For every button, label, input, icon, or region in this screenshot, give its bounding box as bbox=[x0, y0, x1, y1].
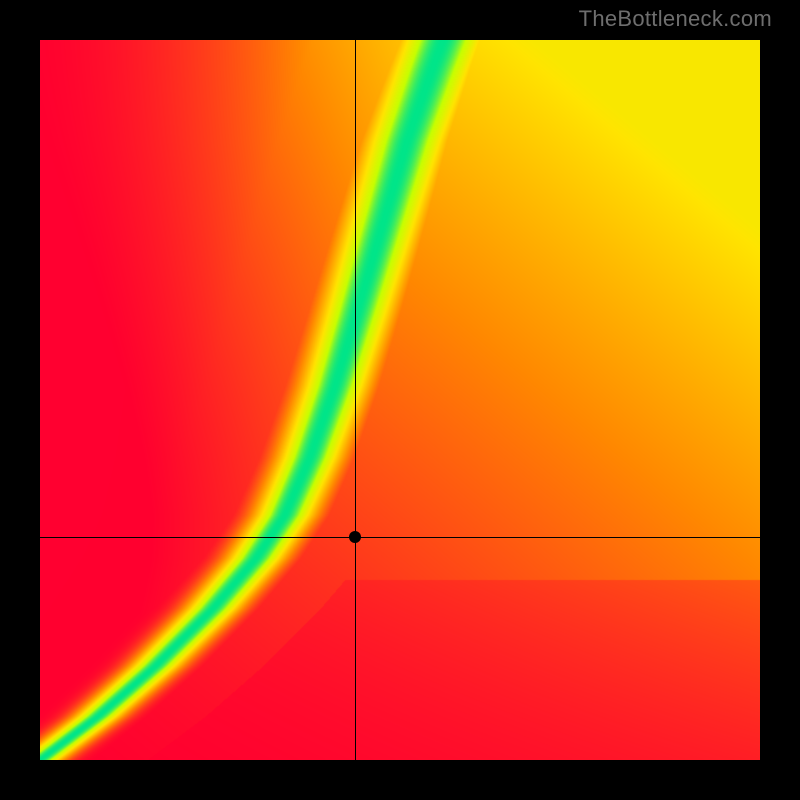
heatmap-canvas bbox=[40, 40, 760, 760]
heatmap-plot bbox=[40, 40, 760, 760]
watermark-text: TheBottleneck.com bbox=[579, 6, 772, 32]
